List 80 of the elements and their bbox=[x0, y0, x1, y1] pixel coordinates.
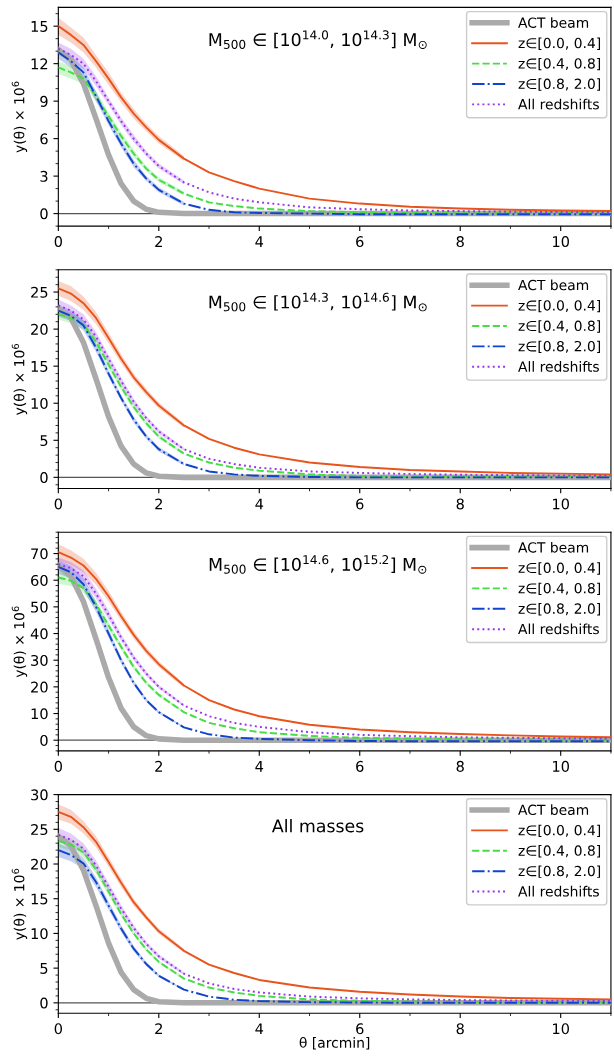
x-tick-label: 8 bbox=[456, 236, 464, 248]
y-tick-label: 0 bbox=[40, 472, 48, 484]
x-axis-title: θ [arcmin] bbox=[299, 1036, 370, 1050]
y-tick-label: 25 bbox=[31, 824, 48, 836]
annotation: M$_{500}$ ∈ [10$^{14.6}$, 10$^{15.2}$] M$_{⊙}$ bbox=[209, 555, 427, 574]
legend-label: z∈[0.8, 2.0] bbox=[518, 78, 601, 91]
legend-label: All redshifts bbox=[518, 98, 599, 110]
y-tick-label: 0 bbox=[40, 734, 48, 746]
y-tick-label: 15 bbox=[31, 21, 48, 32]
x-tick-label: 10 bbox=[553, 236, 569, 248]
x-tick-label: 8 bbox=[456, 1023, 464, 1035]
y-tick-label: 15 bbox=[31, 361, 48, 372]
legend-label: All redshifts bbox=[518, 885, 599, 897]
y-axis-title: y(θ) × 10$^{6}$ bbox=[11, 868, 28, 940]
annotation: M$_{500}$ ∈ [10$^{14.0}$, 10$^{14.3}$] M$_{⊙}$ bbox=[209, 30, 427, 49]
x-tick-label: 10 bbox=[553, 1023, 569, 1035]
x-tick-label: 2 bbox=[155, 1023, 162, 1035]
y-tick-label: 20 bbox=[31, 858, 48, 870]
x-tick-label: 10 bbox=[553, 498, 569, 510]
y-tick-label: 10 bbox=[31, 928, 48, 940]
x-tick-label: 4 bbox=[255, 1023, 264, 1035]
legend-label: ACT beam bbox=[518, 279, 589, 291]
x-tick-label: 4 bbox=[255, 498, 264, 510]
legend-label: z∈[0.8, 2.0] bbox=[518, 603, 601, 616]
y-tick-label: 9 bbox=[40, 95, 48, 107]
x-tick-label: 0 bbox=[54, 1023, 62, 1035]
x-tick-label: 0 bbox=[54, 760, 62, 772]
y-tick-label: 5 bbox=[40, 963, 48, 974]
x-tick-label: 6 bbox=[356, 236, 364, 248]
x-tick-label: 8 bbox=[456, 498, 464, 510]
y-axis-title: y(θ) × 10$^{6}$ bbox=[11, 606, 28, 678]
x-tick-label: 8 bbox=[456, 760, 464, 772]
y-tick-label: 30 bbox=[31, 654, 48, 666]
y-tick-label: 10 bbox=[31, 397, 48, 409]
legend-label: z∈[0.0, 0.4] bbox=[518, 562, 601, 575]
legend-label: z∈[0.8, 2.0] bbox=[518, 340, 601, 354]
y-tick-label: 5 bbox=[40, 435, 48, 447]
legend-label: z∈[0.4, 0.8] bbox=[518, 845, 601, 858]
y-tick-label: 10 bbox=[31, 708, 48, 720]
y-tick-label: 15 bbox=[31, 893, 48, 905]
y-axis-title: y(θ) × 10$^{6}$ bbox=[11, 344, 28, 415]
legend-label: ACT beam bbox=[518, 804, 589, 816]
x-tick-label: 4 bbox=[255, 761, 264, 772]
x-tick-label: 6 bbox=[356, 1023, 364, 1035]
legend-label: z∈[0.0, 0.4] bbox=[518, 824, 601, 838]
x-tick-label: 0 bbox=[54, 498, 62, 510]
y-tick-label: 20 bbox=[31, 681, 48, 693]
legend-label: z∈[0.8, 2.0] bbox=[518, 865, 601, 878]
x-tick-label: 2 bbox=[155, 236, 162, 247]
legend-label: z∈[0.0, 0.4] bbox=[518, 299, 601, 313]
y-tick-label: 0 bbox=[40, 997, 48, 1009]
y-tick-label: 3 bbox=[40, 170, 48, 182]
legend-label: z∈[0.4, 0.8] bbox=[518, 320, 601, 333]
y-tick-label: 25 bbox=[31, 286, 48, 298]
legend-label: ACT beam bbox=[518, 541, 589, 553]
x-tick-label: 4 bbox=[255, 236, 264, 247]
y-tick-label: 12 bbox=[31, 58, 48, 70]
annotation: M$_{500}$ ∈ [10$^{14.3}$, 10$^{14.6}$] M$_{⊙}$ bbox=[209, 292, 427, 312]
x-tick-label: 10 bbox=[553, 760, 569, 772]
y-tick-label: 0 bbox=[40, 208, 48, 220]
x-tick-label: 6 bbox=[356, 760, 364, 772]
legend-label: z∈[0.4, 0.8] bbox=[518, 57, 601, 71]
legend-label: All redshifts bbox=[518, 623, 599, 635]
y-tick-label: 20 bbox=[31, 323, 48, 335]
y-tick-label: 40 bbox=[30, 628, 48, 640]
x-tick-label: 0 bbox=[54, 236, 62, 248]
legend-label: z∈[0.0, 0.4] bbox=[518, 37, 601, 50]
x-tick-label: 2 bbox=[155, 498, 162, 510]
legend-label: z∈[0.4, 0.8] bbox=[518, 582, 601, 596]
legend-label: All redshifts bbox=[518, 361, 599, 372]
x-tick-label: 6 bbox=[356, 498, 364, 510]
y-tick-label: 60 bbox=[31, 574, 48, 586]
y-tick-label: 50 bbox=[31, 601, 48, 613]
annotation: All masses bbox=[271, 818, 364, 833]
y-tick-label: 30 bbox=[31, 789, 48, 801]
x-tick-label: 2 bbox=[155, 760, 162, 772]
y-tick-label: 70 bbox=[31, 548, 48, 560]
y-axis-title: y(θ) × 10$^{6}$ bbox=[11, 81, 28, 153]
legend-label: ACT beam bbox=[518, 17, 589, 28]
y-tick-label: 6 bbox=[40, 133, 48, 145]
